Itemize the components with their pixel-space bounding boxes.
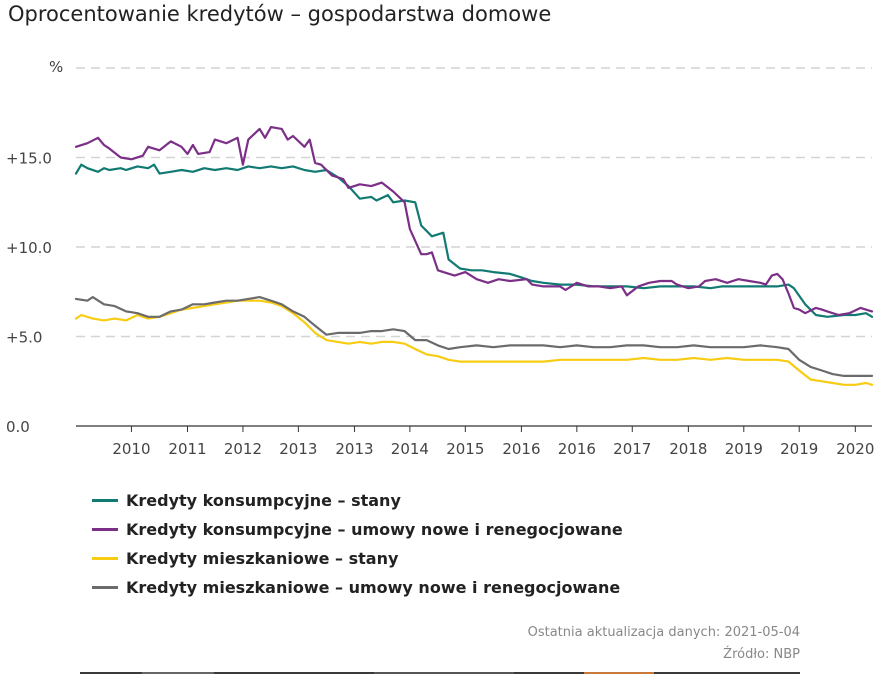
legend-label: Kredyty mieszkaniowe – stany <box>126 549 399 568</box>
legend-swatch <box>92 557 118 560</box>
x-tick-label: 2019 <box>725 440 763 458</box>
y-axis: 0.0 +5.0 +10.0 +15.0% <box>6 58 63 436</box>
x-tick-label: 2019 <box>780 440 818 458</box>
y-tick-label: +5.0 <box>6 329 42 347</box>
x-tick-label: 2013 <box>335 440 373 458</box>
x-tick-label: 2013 <box>279 440 317 458</box>
y-tick-label: +15.0 <box>6 150 52 168</box>
series-line[interactable] <box>74 296 874 377</box>
line-chart: 0.0+5.0+10.0+15.0% 2010 2011 2012 2013 2013 2… <box>6 58 874 458</box>
legend-label: Kredyty konsumpcyjne – umowy nowe i rene… <box>126 520 623 539</box>
legend-item[interactable]: Kredyty mieszkaniowe – stany <box>92 544 623 573</box>
y-tick-label: 0.0 <box>6 418 30 436</box>
x-tick-label: 2010 <box>112 440 150 458</box>
legend: Kredyty konsumpcyjne – stany Kredyty kon… <box>92 486 623 602</box>
x-tick-label: 2014 <box>391 440 429 458</box>
source-note: Źródło: NBP <box>723 647 800 662</box>
series-line[interactable] <box>74 126 874 317</box>
series-line[interactable] <box>74 163 874 318</box>
legend-label: Kredyty mieszkaniowe – umowy nowe i rene… <box>126 578 621 597</box>
y-tick-label: +10.0 <box>6 239 52 257</box>
legend-swatch <box>92 499 118 502</box>
x-tick-label: 2017 <box>613 440 651 458</box>
y-unit-label: % <box>49 58 63 76</box>
chart-title: Oprocentowanie kredytów – gospodarstwa d… <box>8 2 552 26</box>
x-axis: 2010 2011 2012 2013 2013 2014 2015 2016 2016 2017… <box>112 426 874 458</box>
legend-swatch <box>92 528 118 531</box>
x-tick-label: 2012 <box>224 440 262 458</box>
series-line[interactable] <box>74 299 874 386</box>
legend-item[interactable]: Kredyty konsumpcyjne – umowy nowe i rene… <box>92 515 623 544</box>
x-tick-label: 2016 <box>558 440 596 458</box>
x-tick-label: 2020 <box>836 440 874 458</box>
grid-lines <box>76 67 872 427</box>
bottom-divider <box>80 672 800 674</box>
x-tick-label: 2015 <box>446 440 484 458</box>
last-update-note: Ostatnia aktualizacja danych: 2021-05-04 <box>527 625 800 640</box>
legend-item[interactable]: Kredyty konsumpcyjne – stany <box>92 486 623 515</box>
x-tick-label: 2016 <box>502 440 540 458</box>
x-tick-label: 2018 <box>669 440 707 458</box>
legend-item[interactable]: Kredyty mieszkaniowe – umowy nowe i rene… <box>92 573 623 602</box>
legend-swatch <box>92 586 118 589</box>
x-tick-label: 2011 <box>168 440 206 458</box>
legend-label: Kredyty konsumpcyjne – stany <box>126 491 401 510</box>
series-layer <box>74 126 874 386</box>
